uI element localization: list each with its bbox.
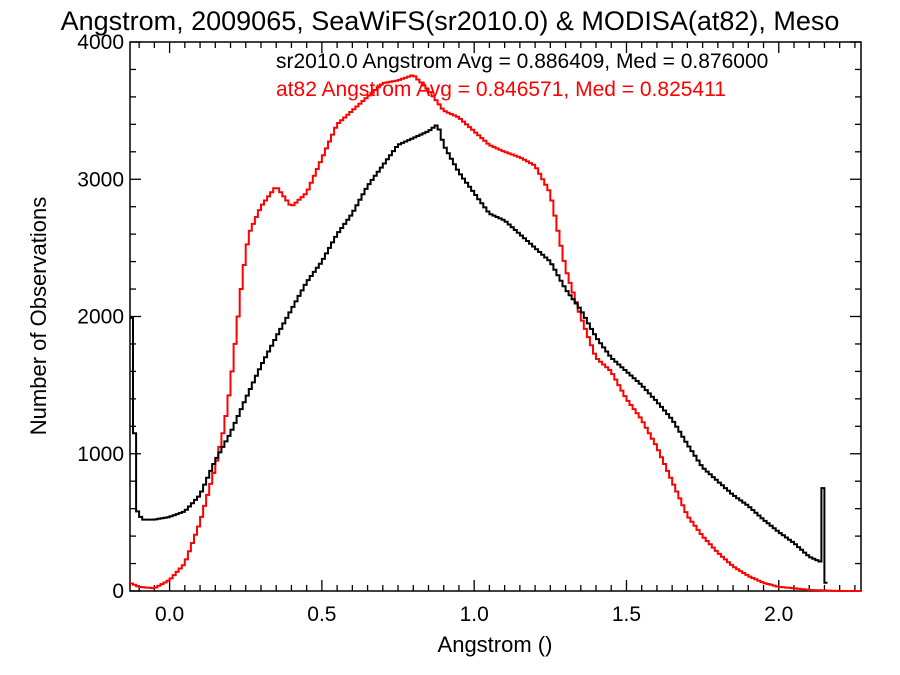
y-tick-label: 4000 bbox=[77, 31, 124, 54]
y-axis-label: Number of Observations bbox=[26, 197, 51, 435]
x-tick-label: 0.0 bbox=[155, 603, 184, 626]
annotation-sr2010: sr2010.0 Angstrom Avg = 0.886409, Med = … bbox=[276, 50, 768, 73]
x-tick-label: 2.0 bbox=[764, 603, 793, 626]
x-tick-label: 0.5 bbox=[307, 603, 336, 626]
series-line-sr2010 bbox=[130, 124, 828, 584]
annotation-at82: at82 Angstrom Avg = 0.846571, Med = 0.82… bbox=[276, 78, 726, 101]
chart-title: Angstrom, 2009065, SeaWiFS(sr2010.0) & M… bbox=[61, 6, 840, 36]
series-layer bbox=[130, 74, 861, 592]
x-axis: 0.0 0.5 1.0 1.5 2.0 bbox=[138, 42, 856, 626]
y-tick-label: 1000 bbox=[77, 443, 124, 466]
x-tick-label: 1.5 bbox=[612, 603, 641, 626]
y-tick-label: 2000 bbox=[77, 306, 124, 329]
y-tick-label: 0 bbox=[112, 580, 124, 603]
series-line-at82 bbox=[130, 74, 861, 592]
y-tick-label: 3000 bbox=[77, 168, 124, 191]
x-axis-label: Angstrom () bbox=[438, 632, 553, 657]
x-tick-label: 1.0 bbox=[460, 603, 489, 626]
y-axis: 0 1000 2000 3000 4000 bbox=[77, 31, 861, 603]
